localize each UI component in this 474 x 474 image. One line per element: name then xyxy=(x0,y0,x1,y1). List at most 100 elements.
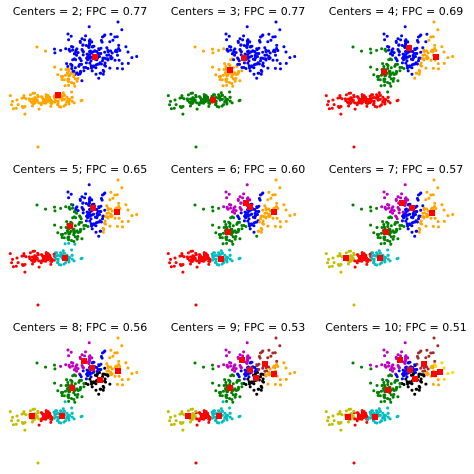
data-point xyxy=(54,99,58,103)
data-point xyxy=(217,391,221,394)
data-point xyxy=(266,66,270,70)
data-point xyxy=(232,58,236,62)
data-point xyxy=(339,112,343,116)
data-point xyxy=(383,354,387,358)
data-point xyxy=(63,400,67,404)
data-point xyxy=(236,197,240,201)
data-point xyxy=(44,409,48,413)
data-point xyxy=(72,398,76,401)
data-point xyxy=(23,270,27,274)
data-point xyxy=(246,357,249,361)
data-point xyxy=(404,357,407,361)
data-point xyxy=(80,37,84,41)
data-point xyxy=(44,95,48,99)
data-point xyxy=(70,406,74,410)
data-point xyxy=(390,49,394,53)
data-point xyxy=(374,96,378,100)
data-point xyxy=(126,50,130,54)
data-point xyxy=(424,66,428,70)
data-point xyxy=(433,363,437,366)
data-point xyxy=(420,64,423,68)
data-point xyxy=(69,229,73,233)
data-point xyxy=(324,94,328,98)
data-point xyxy=(237,257,241,261)
data-point xyxy=(256,387,260,391)
data-point xyxy=(61,91,65,95)
data-point xyxy=(269,196,273,200)
data-point xyxy=(386,99,390,103)
data-point xyxy=(49,104,53,108)
data-point xyxy=(360,95,364,99)
data-point xyxy=(109,214,113,218)
data-point xyxy=(431,351,435,355)
data-point xyxy=(379,409,382,413)
data-point xyxy=(60,98,64,102)
data-point xyxy=(390,207,394,211)
data-point xyxy=(261,61,265,65)
data-point xyxy=(260,228,264,231)
data-point xyxy=(126,366,130,370)
data-point xyxy=(408,212,412,216)
data-point xyxy=(231,77,235,81)
data-point xyxy=(379,400,383,404)
data-point xyxy=(80,364,84,367)
data-point xyxy=(349,254,353,258)
data-point xyxy=(248,385,252,389)
data-point xyxy=(36,145,40,149)
data-point xyxy=(261,366,265,370)
data-point xyxy=(105,362,109,366)
data-point xyxy=(375,364,379,368)
data-point xyxy=(231,393,235,397)
data-point xyxy=(245,183,249,187)
data-point xyxy=(22,412,26,416)
data-point xyxy=(35,99,39,103)
data-point xyxy=(116,336,120,340)
data-point xyxy=(344,99,348,103)
data-point xyxy=(120,220,124,224)
data-point xyxy=(392,235,396,238)
data-point xyxy=(221,251,224,255)
data-point xyxy=(172,106,176,110)
data-point xyxy=(173,414,177,418)
data-point xyxy=(69,34,73,38)
data-point xyxy=(417,217,420,221)
data-point xyxy=(23,112,27,116)
data-point xyxy=(74,58,78,62)
data-point xyxy=(70,397,73,400)
data-point xyxy=(392,209,396,213)
cluster-center-marker xyxy=(381,69,387,75)
data-point xyxy=(193,45,197,49)
data-point xyxy=(72,391,76,395)
data-point xyxy=(265,369,269,373)
data-point xyxy=(293,371,297,374)
data-point xyxy=(415,197,419,200)
data-point xyxy=(211,65,215,69)
data-point xyxy=(110,51,114,55)
data-point xyxy=(73,400,77,404)
data-point xyxy=(78,373,82,377)
data-point xyxy=(231,368,235,372)
data-point xyxy=(189,104,192,108)
data-point xyxy=(279,225,282,229)
data-point xyxy=(108,40,112,44)
data-point xyxy=(239,50,243,54)
data-point xyxy=(195,101,199,105)
data-point xyxy=(75,47,79,51)
data-point xyxy=(78,197,82,201)
data-point xyxy=(105,46,109,50)
cluster-center-marker xyxy=(201,413,207,419)
data-point xyxy=(431,382,435,386)
data-point xyxy=(33,254,37,258)
data-point xyxy=(417,372,421,376)
data-point xyxy=(381,220,385,224)
data-point xyxy=(427,38,431,42)
panel-plot xyxy=(324,20,455,149)
data-point xyxy=(391,237,395,241)
data-point xyxy=(327,257,330,261)
data-point xyxy=(391,229,395,233)
data-point xyxy=(410,63,414,67)
data-point xyxy=(233,363,237,367)
data-point xyxy=(429,49,433,53)
data-point xyxy=(330,264,334,268)
data-point xyxy=(243,214,247,218)
